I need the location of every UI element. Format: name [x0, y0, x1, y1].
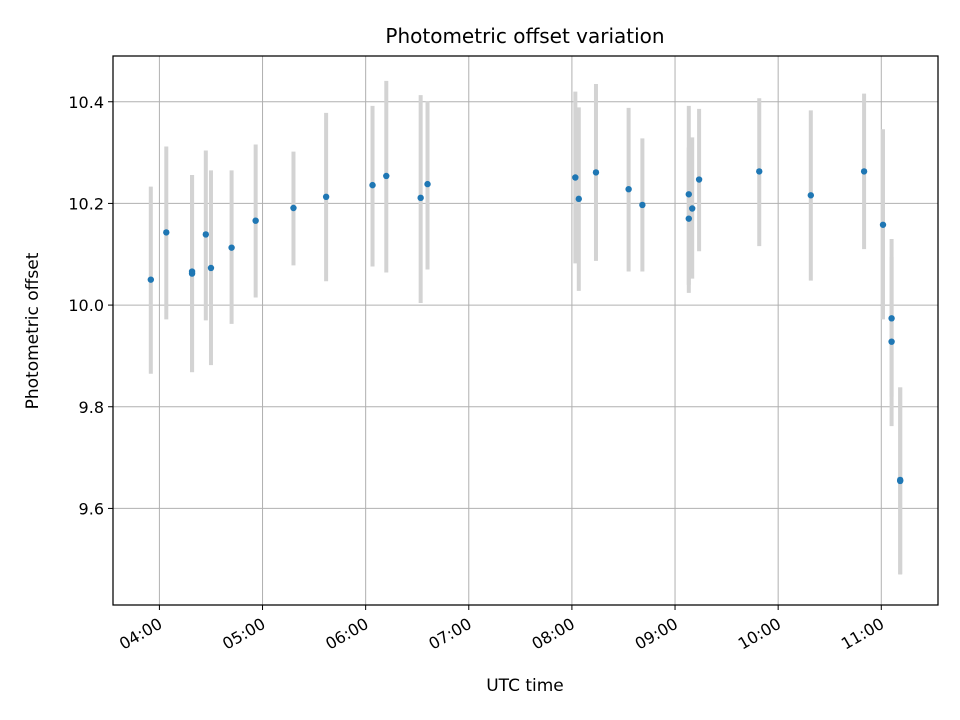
y-tick-label: 9.6 [79, 499, 104, 518]
data-point [860, 168, 868, 175]
data-point [369, 181, 376, 189]
data-point [228, 244, 235, 251]
y-tick-label: 10.4 [68, 93, 104, 112]
data-point [888, 315, 895, 322]
data-point [383, 172, 390, 180]
data-point [252, 217, 259, 224]
data-point [163, 229, 170, 236]
data-point [592, 169, 600, 176]
data-point [888, 338, 895, 345]
data-point [572, 174, 579, 181]
data-point [896, 477, 904, 485]
data-point [807, 192, 815, 199]
data-point [417, 194, 424, 202]
plot-frame [112, 55, 939, 606]
data-point [689, 205, 696, 212]
x-axis-label: UTC time [486, 676, 564, 696]
data-point [290, 204, 297, 212]
data-point [756, 168, 763, 175]
data-point [685, 191, 692, 198]
y-tick-label: 10.2 [68, 194, 104, 213]
data-point [695, 176, 703, 183]
data-point [207, 264, 215, 272]
data-point [879, 221, 887, 228]
data-point [322, 193, 330, 201]
chart-title: Photometric offset variation [385, 24, 664, 48]
data-point [202, 231, 210, 238]
data-point [147, 276, 155, 283]
data-point [188, 270, 196, 277]
data-point [685, 215, 692, 222]
y-axis-ticks: 9.6 9.8 10.0 10.2 10.4 [68, 93, 113, 518]
data-point [424, 180, 431, 188]
y-axis-label: Photometric offset [23, 252, 43, 409]
data-point [575, 195, 582, 203]
data-points [147, 168, 904, 485]
y-tick-label: 10.0 [68, 296, 104, 315]
grid-lines [113, 56, 938, 605]
data-point [625, 185, 632, 193]
data-point [639, 201, 646, 209]
y-tick-label: 9.8 [79, 398, 104, 417]
